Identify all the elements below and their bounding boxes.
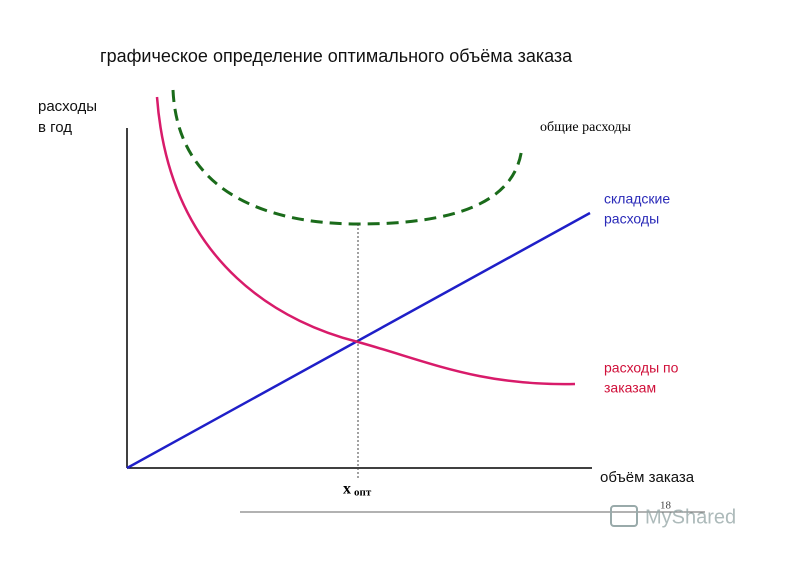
page-number: 18 bbox=[660, 500, 672, 512]
watermark-icon bbox=[610, 505, 638, 527]
curve-label: расходы по bbox=[604, 360, 679, 376]
optimum-subscript: опт bbox=[354, 487, 372, 499]
curve-label: общие расходы bbox=[540, 120, 632, 135]
optimum-symbol: x bbox=[343, 481, 351, 498]
watermark: MyShared bbox=[645, 506, 736, 528]
title: графическое определение оптимального объ… bbox=[100, 46, 573, 66]
total-cost-curve bbox=[171, 89, 524, 226]
x-axis-label: объём заказа bbox=[600, 469, 695, 486]
ordering-cost-curve bbox=[155, 96, 576, 386]
curve-label: расходы bbox=[604, 211, 659, 227]
y-axis-label: в год bbox=[38, 119, 72, 136]
curve-label: складские bbox=[604, 191, 670, 207]
curve-label: заказам bbox=[604, 380, 656, 396]
y-axis-label: расходы bbox=[38, 98, 97, 115]
